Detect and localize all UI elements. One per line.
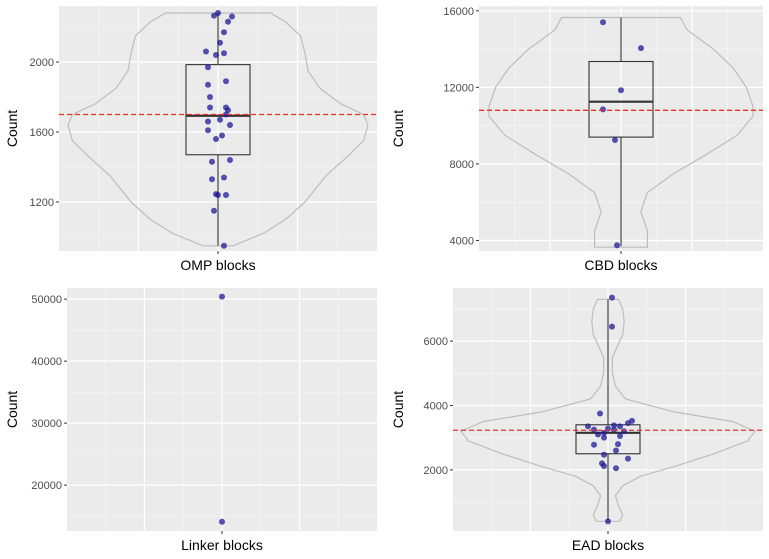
data-point	[205, 64, 211, 71]
data-point	[600, 106, 606, 113]
data-point	[205, 127, 211, 134]
y-axis-label: Count	[4, 110, 20, 147]
y-tick-label: 2000	[424, 465, 448, 477]
data-point	[638, 45, 644, 52]
data-point	[203, 48, 209, 55]
data-point	[215, 10, 221, 16]
data-point	[595, 431, 601, 438]
data-point	[611, 422, 617, 429]
y-tick-label: 16000	[443, 6, 474, 18]
violin-shape	[488, 16, 754, 248]
data-point	[618, 87, 624, 94]
data-point	[591, 441, 597, 448]
y-tick-label: 8000	[450, 159, 474, 171]
data-point	[613, 465, 619, 472]
data-point	[217, 39, 223, 46]
x-axis-label: Linker blocks	[181, 537, 263, 553]
data-point	[601, 434, 607, 441]
data-point	[612, 136, 618, 143]
data-point	[223, 192, 229, 198]
data-point	[221, 50, 227, 57]
data-point	[614, 242, 620, 249]
interquartile-box	[588, 60, 654, 138]
data-point	[207, 104, 213, 111]
panel-ead-blocks: 2000 4000 6000 EAD blocks Count	[390, 288, 763, 553]
data-point	[601, 429, 607, 436]
data-point	[585, 423, 591, 430]
x-axis-label: CBD blocks	[584, 257, 657, 273]
panel-linker-blocks: 20000 30000 40000 50000 Linker blocks Co…	[4, 288, 377, 553]
y-tick-label: 1600	[30, 127, 54, 139]
data-point	[227, 122, 233, 128]
data-point	[617, 433, 623, 440]
data-point	[597, 410, 603, 417]
data-point	[613, 447, 619, 454]
y-axis-label: Count	[4, 391, 20, 428]
y-tick-label: 4000	[424, 400, 448, 412]
data-point	[217, 116, 223, 123]
data-point	[625, 455, 631, 462]
panel-omp-blocks: 1200 1600 2000 OMP blocks Count	[4, 6, 377, 273]
data-point	[219, 293, 225, 300]
data-point	[221, 242, 227, 249]
data-point	[609, 323, 615, 330]
data-point	[609, 294, 615, 301]
data-point	[599, 460, 605, 467]
data-point	[605, 518, 611, 525]
data-point	[617, 423, 623, 430]
data-point	[227, 157, 233, 163]
data-point	[207, 94, 213, 100]
violin-shape	[460, 298, 756, 522]
y-tick-label: 50000	[31, 294, 62, 306]
data-point	[205, 81, 211, 88]
x-axis-label: OMP blocks	[180, 257, 255, 273]
x-axis-label: EAD blocks	[572, 537, 644, 553]
data-point	[213, 52, 219, 58]
data-point	[621, 428, 627, 435]
y-tick-label: 4000	[450, 235, 474, 247]
data-point	[223, 78, 229, 85]
data-point	[225, 18, 231, 25]
y-tick-label: 12000	[443, 82, 474, 94]
y-tick-label: 30000	[31, 418, 62, 430]
y-tick-label: 2000	[30, 57, 54, 69]
data-point	[209, 158, 215, 165]
data-point	[221, 174, 227, 181]
data-point	[213, 136, 219, 142]
data-point	[615, 441, 621, 448]
y-tick-label: 20000	[31, 480, 62, 492]
data-point	[213, 191, 219, 198]
interquartile-box	[185, 64, 251, 156]
data-point	[219, 518, 225, 525]
data-point	[209, 176, 215, 183]
data-point	[205, 118, 211, 125]
y-tick-label: 40000	[31, 356, 62, 368]
data-point	[219, 132, 225, 139]
data-point	[229, 13, 235, 20]
data-point	[221, 29, 227, 36]
y-tick-label: 1200	[30, 197, 54, 209]
y-axis-label: Count	[390, 391, 406, 428]
data-point	[600, 19, 606, 26]
data-point	[223, 104, 229, 111]
panel-cbd-blocks: 4000 8000 12000 16000 CBD blocks Count	[390, 6, 763, 273]
y-axis-label: Count	[390, 110, 406, 147]
data-point	[601, 451, 607, 458]
y-tick-label: 6000	[424, 336, 448, 348]
data-point	[629, 417, 635, 424]
data-point	[211, 207, 217, 214]
violin-shape	[67, 12, 369, 247]
interquartile-box	[575, 424, 641, 455]
